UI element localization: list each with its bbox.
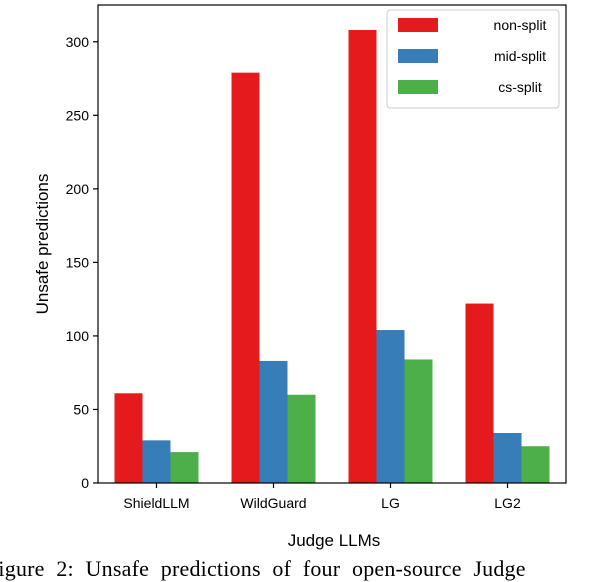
- figure-caption: Figure 2: Unsafe predictions of four ope…: [0, 556, 526, 581]
- x-tick-label: ShieldLLM: [123, 495, 189, 511]
- x-axis-label: Judge LLMs: [288, 531, 381, 550]
- bar-non-split-ShieldLLM: [114, 393, 143, 483]
- y-axis: 0 50 100 150 200 250 300: [66, 34, 98, 491]
- y-tick-label: 150: [66, 254, 90, 270]
- bar-non-split-LG2: [465, 303, 494, 483]
- x-tick-label: LG: [381, 495, 400, 511]
- bar-mid-split-ShieldLLM: [142, 440, 171, 483]
- legend-label-non-split: non-split: [494, 17, 547, 33]
- y-tick-label: 200: [66, 181, 90, 197]
- bar-non-split-LG: [348, 30, 377, 483]
- bar-mid-split-LG: [376, 330, 405, 483]
- y-tick-label: 50: [73, 401, 89, 417]
- legend-label-mid-split: mid-split: [494, 48, 546, 64]
- x-axis: ShieldLLM WildGuard LG LG2: [123, 483, 521, 511]
- legend-swatch-cs-split: [398, 80, 438, 94]
- legend: non-split mid-split cs-split: [386, 9, 560, 109]
- x-tick-label: WildGuard: [240, 495, 306, 511]
- y-tick-label: 250: [66, 107, 90, 123]
- bars-group: [114, 30, 550, 483]
- bar-cs-split-WildGuard: [287, 394, 316, 483]
- bar-mid-split-WildGuard: [259, 360, 288, 483]
- bar-cs-split-LG: [404, 359, 433, 483]
- legend-label-cs-split: cs-split: [498, 79, 542, 95]
- x-tick-label: LG2: [494, 495, 521, 511]
- y-tick-label: 0: [81, 475, 89, 491]
- legend-swatch-non-split: [398, 18, 438, 32]
- y-tick-label: 100: [66, 328, 90, 344]
- legend-swatch-mid-split: [398, 49, 438, 63]
- bar-mid-split-LG2: [493, 432, 522, 483]
- y-axis-label: Unsafe predictions: [33, 174, 52, 315]
- bar-non-split-WildGuard: [231, 72, 260, 483]
- bar-chart: 0 50 100 150 200 250 300 ShieldLLM WildGuard LG L…: [33, 4, 567, 550]
- bar-cs-split-ShieldLLM: [170, 452, 199, 483]
- bar-cs-split-LG2: [521, 446, 550, 483]
- y-tick-label: 300: [66, 34, 90, 50]
- plot-frame: [97, 4, 567, 484]
